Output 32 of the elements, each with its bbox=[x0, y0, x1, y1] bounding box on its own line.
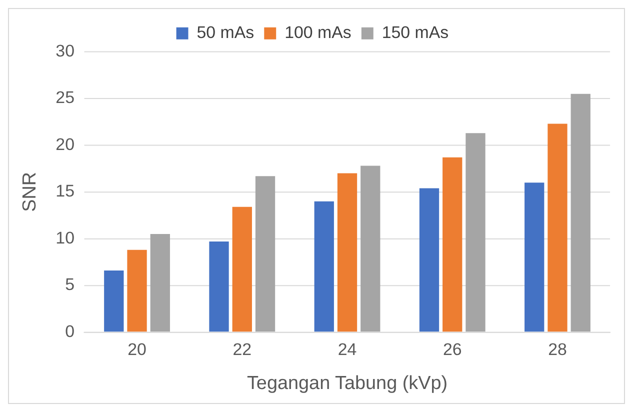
bar bbox=[442, 157, 462, 332]
bar bbox=[127, 250, 147, 332]
y-tick-label: 20 bbox=[56, 134, 74, 154]
x-tick-label: 24 bbox=[338, 340, 357, 359]
bar bbox=[466, 133, 486, 332]
y-tick-label: 15 bbox=[56, 182, 74, 201]
y-tick-label: 10 bbox=[56, 228, 74, 248]
bar bbox=[570, 94, 590, 332]
legend-label: 150 mAs bbox=[382, 23, 449, 42]
legend-label: 100 mAs bbox=[284, 23, 352, 42]
legend-label: 50 mAs bbox=[196, 23, 254, 42]
y-tick-label: 25 bbox=[56, 88, 74, 108]
bar bbox=[104, 270, 124, 332]
x-tick-label: 26 bbox=[442, 340, 462, 359]
x-axis-title: Tegangan Tabung (kVp) bbox=[246, 372, 448, 394]
x-tick-label: 20 bbox=[128, 340, 146, 359]
bar bbox=[150, 234, 170, 332]
bar bbox=[419, 188, 440, 332]
bar bbox=[360, 166, 380, 332]
bar bbox=[337, 173, 358, 332]
x-tick-label: 22 bbox=[232, 340, 252, 359]
bar bbox=[548, 124, 568, 332]
bar bbox=[314, 201, 334, 332]
x-tick-label: 28 bbox=[548, 340, 567, 359]
y-tick-label: 0 bbox=[65, 322, 74, 341]
y-tick-label: 30 bbox=[56, 41, 74, 60]
bar bbox=[255, 176, 276, 332]
bar bbox=[524, 182, 544, 332]
y-axis-title: SNR bbox=[20, 172, 41, 212]
bar bbox=[232, 206, 252, 332]
y-tick-label: 5 bbox=[65, 275, 74, 294]
bar bbox=[209, 242, 229, 332]
